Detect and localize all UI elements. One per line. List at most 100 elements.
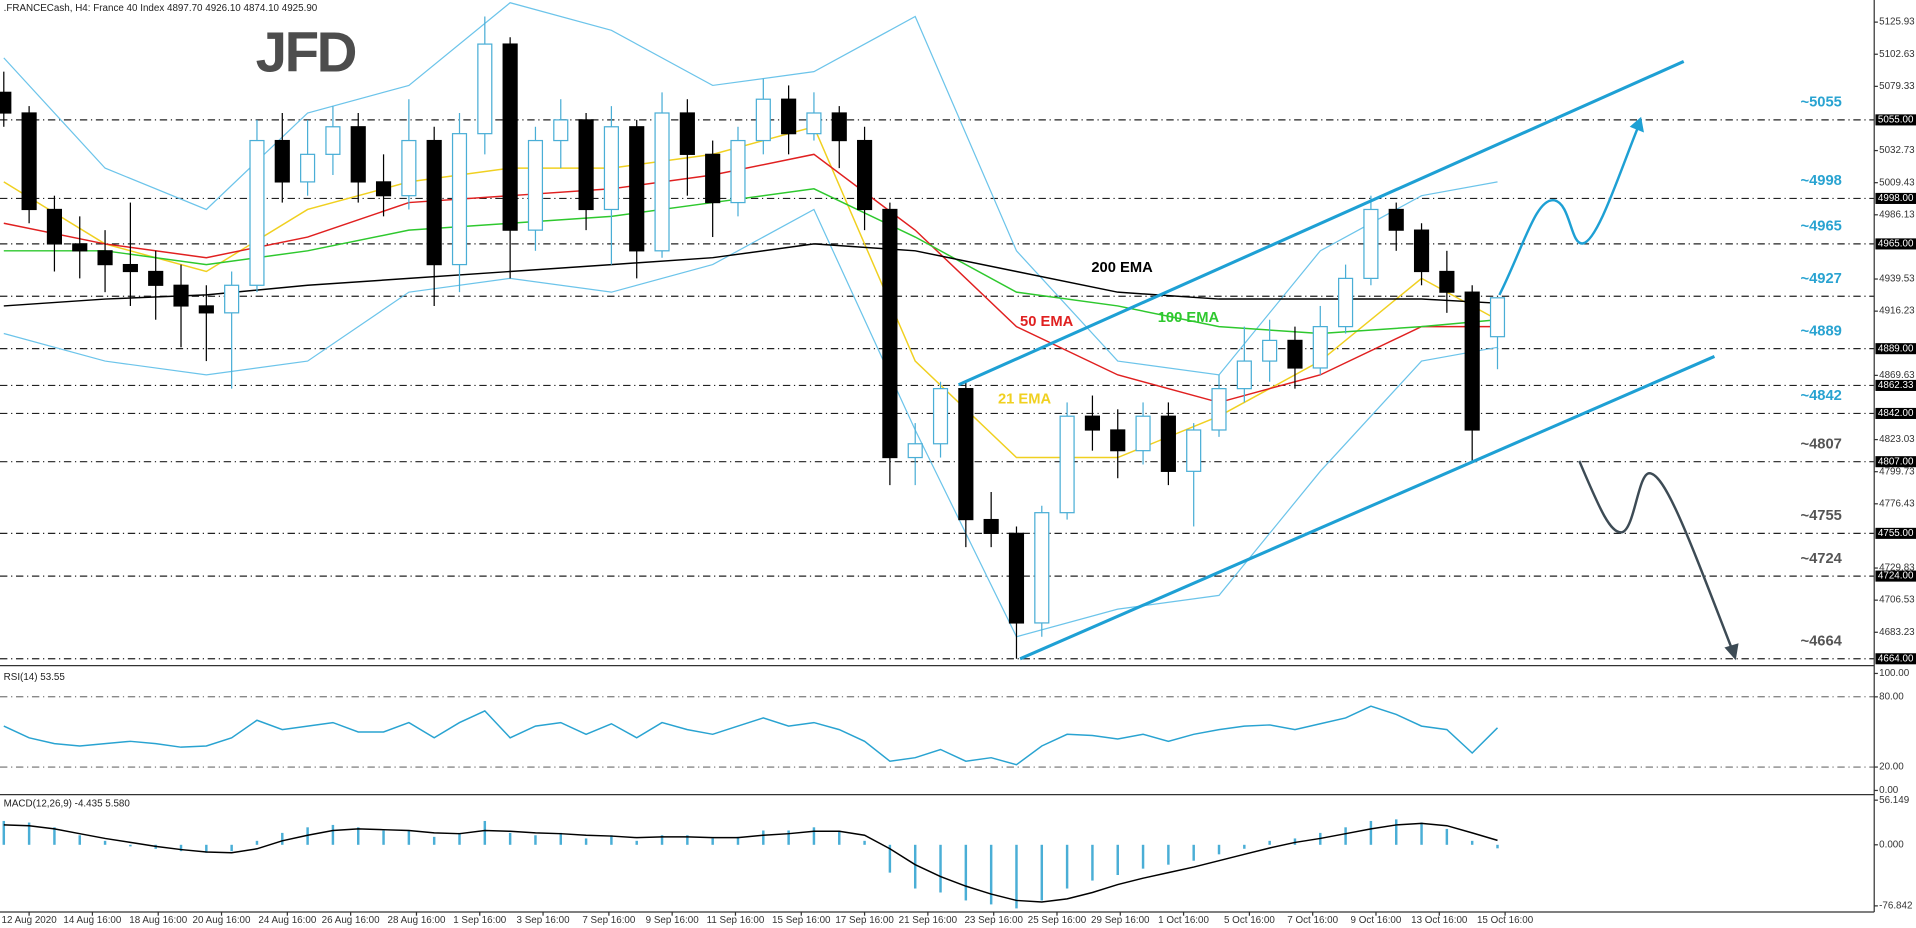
- ema-label: 21 EMA: [998, 391, 1052, 407]
- macd-bar: [1015, 844, 1018, 909]
- price-tag: [1875, 456, 1916, 468]
- y-tick-label: 0.000: [1879, 839, 1904, 850]
- macd-bar: [812, 827, 816, 845]
- x-tick-label: 26 Aug 16:00: [322, 915, 380, 926]
- macd-bar: [660, 835, 664, 845]
- channel-line: [957, 60, 1685, 387]
- macd-bar: [508, 832, 512, 845]
- macd-bar: [1369, 820, 1373, 845]
- macd-bar: [331, 824, 335, 845]
- x-tick-label: 20 Aug 16:00: [193, 915, 251, 926]
- macd-bar: [1141, 844, 1145, 869]
- signal-line: [3, 822, 1498, 903]
- price-tag: [1875, 192, 1916, 204]
- candle-body: [856, 139, 873, 211]
- candle-body: [1135, 415, 1151, 452]
- macd-bar: [458, 832, 461, 845]
- macd-bar: [711, 838, 714, 845]
- x-tick-label: 18 Aug 16:00: [129, 915, 187, 926]
- candle-body: [350, 126, 366, 183]
- macd-bar: [382, 830, 385, 845]
- macd-bar: [787, 830, 790, 845]
- candle-body: [1489, 297, 1506, 338]
- x-tick-label: 15 Sep 16:00: [772, 915, 831, 926]
- candle-body: [198, 305, 214, 314]
- y-tick-label: 4729.83: [1879, 563, 1915, 574]
- candle-body: [21, 112, 37, 211]
- candle-body: [1338, 277, 1354, 328]
- macd-bar: [1040, 844, 1044, 901]
- candle-body: [1008, 532, 1025, 624]
- x-tick-label: 3 Sep 16:00: [517, 915, 571, 926]
- macd-bar: [559, 832, 562, 845]
- macd-bar: [230, 844, 233, 852]
- macd-bar: [1344, 827, 1347, 845]
- macd-bar: [1167, 844, 1170, 865]
- y-tick-label: 4799.73: [1879, 466, 1915, 477]
- candle-body: [1034, 512, 1050, 624]
- y-tick-label: 5102.63: [1879, 49, 1915, 60]
- price-tag: [1875, 343, 1916, 355]
- macd-bar: [129, 844, 132, 847]
- candle-body: [97, 250, 113, 266]
- macd-bar: [281, 832, 284, 845]
- price-tag-label: 4664.00: [1878, 653, 1914, 664]
- x-tick-label: 14 Aug 16:00: [63, 915, 121, 926]
- level-label: ~4755: [1800, 508, 1841, 524]
- candle-body: [882, 208, 898, 459]
- rsi-line: [3, 705, 1499, 766]
- y-tick-label: 4939.53: [1879, 274, 1915, 285]
- macd-bar: [27, 822, 31, 845]
- macd-bar: [1116, 844, 1119, 876]
- x-tick-label: 25 Sep 16:00: [1028, 915, 1087, 926]
- y-tick-label: 5032.73: [1879, 145, 1915, 156]
- macd-bar: [1268, 840, 1271, 845]
- logo: JFD: [256, 20, 356, 83]
- candle-body: [1287, 339, 1303, 369]
- y-tick-label: 4823.03: [1879, 434, 1915, 445]
- macd-bar: [205, 844, 208, 853]
- price-tag-label: 4807.00: [1878, 456, 1914, 467]
- channel-line: [1019, 355, 1716, 661]
- candle-body: [401, 139, 417, 197]
- candle-body: [451, 133, 468, 266]
- frame: [0, 0, 1875, 913]
- price-tag: [1875, 527, 1916, 539]
- candle-body: [1110, 429, 1126, 452]
- macd-bar: [762, 830, 765, 845]
- macd-bar: [939, 844, 942, 893]
- candle-body: [553, 119, 569, 142]
- y-tick-label: 100.00: [1879, 668, 1910, 679]
- level-label: ~4927: [1800, 271, 1841, 287]
- x-tick-label: 9 Oct 16:00: [1351, 915, 1402, 926]
- macd-header: MACD(12,26,9) -4.435 5.580: [4, 798, 131, 809]
- candle-body: [477, 43, 493, 135]
- x-tick-label: 11 Sep 16:00: [707, 915, 765, 926]
- price-tag: [1875, 379, 1916, 391]
- macd-bar: [863, 840, 866, 845]
- x-tick-label: 24 Aug 16:00: [258, 915, 316, 926]
- level-label: ~4664: [1800, 633, 1842, 649]
- ema-label: 200 EMA: [1091, 260, 1153, 276]
- price-tag: [1875, 114, 1916, 126]
- price-tag-label: 4965.00: [1878, 239, 1914, 250]
- price-tag: [1875, 570, 1916, 582]
- macd-bar: [534, 835, 537, 845]
- macd-bar: [989, 844, 993, 905]
- candle-body: [907, 443, 923, 459]
- macd-bar: [610, 835, 613, 845]
- candle-body: [1464, 291, 1480, 431]
- macd-bar: [1243, 844, 1246, 849]
- candle-body: [1363, 208, 1379, 279]
- arrow-head: [1629, 116, 1644, 133]
- candle-body: [1388, 208, 1404, 231]
- macd-bar: [1496, 844, 1499, 849]
- candle-body: [983, 518, 999, 534]
- rsi-header: RSI(14) 53.55: [4, 672, 66, 683]
- candle-body: [224, 284, 240, 314]
- candle-body: [148, 270, 164, 286]
- candle-body: [375, 181, 392, 197]
- candle-body: [46, 208, 63, 245]
- x-tick-label: 21 Sep 16:00: [899, 915, 958, 926]
